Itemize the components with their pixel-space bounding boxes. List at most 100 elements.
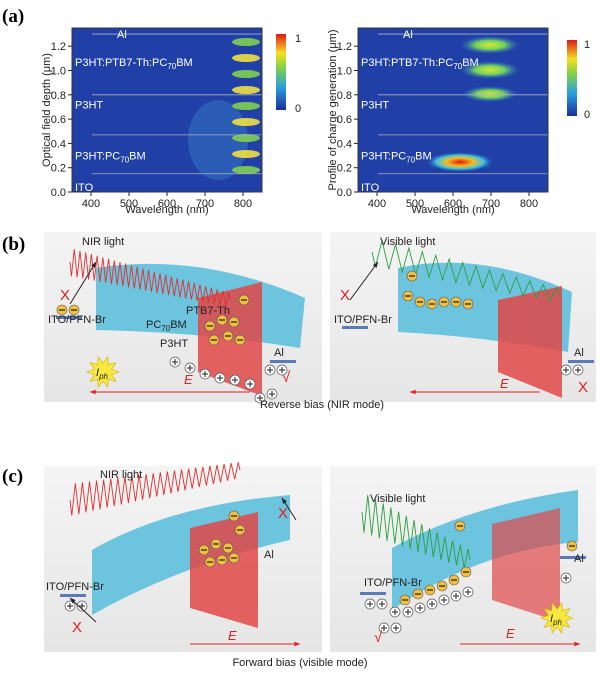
heatmap (72, 28, 262, 192)
block-mark: X (72, 619, 82, 636)
fringe (232, 102, 260, 110)
light-label: NIR light (82, 236, 124, 248)
electrode-label: Al (574, 347, 584, 359)
current-label: Iph (550, 613, 563, 627)
fringe (232, 134, 260, 142)
fringe (232, 54, 260, 62)
y-tick-label: 0.6 (51, 114, 66, 126)
hole-sign (575, 367, 581, 373)
y-axis-title: Optical field depth (μm) (41, 53, 53, 167)
plot-frame (71, 27, 263, 193)
y-tick-label: 1.2 (51, 41, 66, 53)
layer-text: ITO (75, 182, 94, 194)
hole-sign (417, 605, 423, 611)
panel-label: (c) (2, 466, 23, 487)
layer-text: ITO (361, 182, 380, 194)
colorbar-label: 0 (584, 109, 590, 121)
arrow-head (91, 262, 96, 268)
hole-sign (172, 359, 178, 365)
x-tick-label: 600 (158, 198, 176, 210)
hole-sign (257, 395, 263, 401)
photocurrent-burst (86, 355, 120, 389)
hole-sign (79, 603, 85, 609)
y-tick-label: 0.2 (51, 163, 66, 175)
fringe (232, 38, 260, 46)
panel-label: (a) (2, 6, 24, 27)
electrode-label: ITO/PFN-Br (46, 581, 104, 593)
layer-text: P3HT:PC (361, 151, 406, 163)
layer-tail: BM (462, 57, 479, 69)
field-label: E (228, 628, 237, 643)
electrode (270, 360, 296, 363)
ok-mark: √ (282, 369, 291, 386)
hole-sign (465, 589, 471, 595)
colorbar (567, 40, 577, 116)
field-label: E (506, 626, 515, 641)
y-tick-label: 0.2 (337, 163, 352, 175)
layer-label: P3HT (75, 100, 103, 112)
layer-sub: 70 (167, 62, 176, 71)
electrode-label: Al (264, 549, 274, 561)
layer-text: Al (403, 29, 413, 41)
layer-text: P3HT:PTB7-Th:PC (361, 57, 453, 69)
electrode (60, 594, 86, 597)
layer-label: P3HT (361, 100, 389, 112)
layer-sub: 70 (406, 156, 415, 165)
hole-sign (269, 391, 275, 397)
electrode (342, 326, 368, 329)
block-mark: X (340, 287, 350, 304)
hole-sign (232, 377, 238, 383)
hole-sign (217, 375, 223, 381)
arrow-head (372, 262, 378, 268)
hole-sign (453, 593, 459, 599)
diagram-decorations (56, 240, 594, 647)
colorbar-label: 1 (295, 33, 301, 45)
colorbar (276, 34, 286, 110)
layer-tail: BM (129, 151, 146, 163)
colorbar-label: 1 (584, 39, 590, 51)
hole-sign (379, 601, 385, 607)
fringe (232, 166, 260, 174)
field-label: E (500, 376, 509, 391)
light-wave (371, 240, 561, 303)
layer-tail: BM (176, 57, 193, 69)
arrow-head (282, 498, 287, 504)
current-label: Iph (96, 367, 109, 381)
hole-sign (441, 597, 447, 603)
layer-text: P3HT (75, 100, 103, 112)
x-tick-label: 500 (120, 198, 138, 210)
electrode (568, 360, 594, 363)
y-tick-label: 0.0 (51, 187, 66, 199)
layer-label: P3HT:PC70BM (75, 151, 146, 165)
x-tick-label: 700 (196, 198, 214, 210)
y-tick-label: 1.0 (337, 66, 352, 78)
y-tick-label: 0.4 (51, 138, 66, 150)
layer-label: P3HT:PTB7-Th:PC70BM (361, 57, 479, 71)
fringe (232, 86, 260, 94)
layer-text: P3HT (361, 100, 389, 112)
x-tick-label: 800 (234, 198, 252, 210)
light-label: Visible light (370, 493, 425, 505)
arrow-head (410, 389, 416, 395)
caption: Forward bias (visible mode) (232, 657, 367, 669)
hole-sign (405, 609, 411, 615)
arrow (69, 261, 97, 305)
x-axis-title: Wavelength (nm) (411, 204, 494, 216)
field-label: E (184, 372, 193, 387)
y-tick-label: 0.0 (337, 187, 352, 199)
electrode-label: ITO/PFN-Br (334, 314, 392, 326)
x-tick-label: 800 (520, 198, 538, 210)
photocurrent-burst (540, 601, 574, 635)
hole-sign (247, 381, 253, 387)
y-tick-label: 0.8 (51, 90, 66, 102)
y-tick-label: 0.4 (337, 138, 352, 150)
x-tick-label: 500 (406, 198, 424, 210)
electrode (56, 316, 82, 319)
hole-sign (267, 367, 273, 373)
arrow-head (574, 641, 580, 647)
ok-mark: √ (374, 629, 383, 646)
layer-sub: 70 (453, 62, 462, 71)
arrow-head (294, 641, 300, 647)
electrode (360, 592, 386, 595)
